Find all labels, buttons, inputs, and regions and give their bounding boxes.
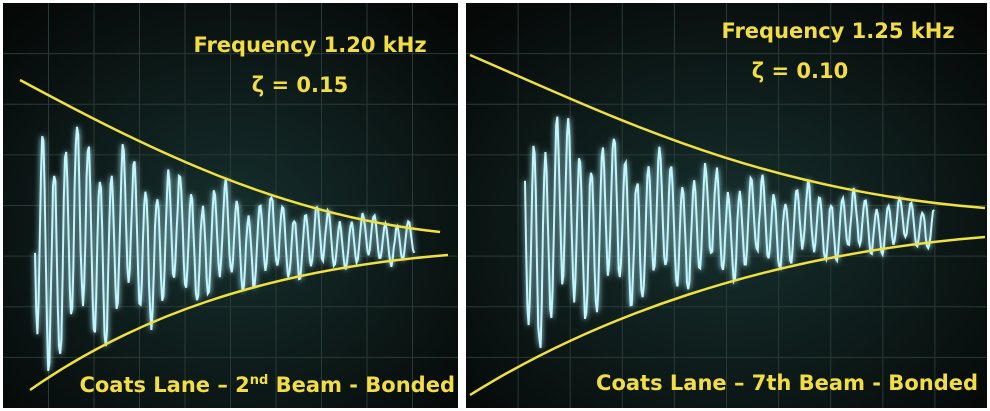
frequency-label: Frequency 1.20 kHz (193, 33, 426, 57)
caption-superscript: nd (250, 373, 269, 388)
damping-label: ζ = 0.10 (752, 59, 848, 83)
frequency-label: Frequency 1.25 kHz (721, 19, 954, 43)
caption: Coats Lane – 7th Beam - Bonded (596, 371, 978, 395)
right-panel: Frequency 1.25 kHz ζ = 0.10 Coats Lane –… (466, 3, 987, 408)
envelope-upper (19, 78, 441, 234)
trace (34, 126, 416, 371)
envelope-upper (469, 53, 986, 210)
caption: Coats Lane – 2nd Beam - Bonded (79, 373, 455, 397)
trace (524, 116, 935, 349)
left-panel: Frequency 1.20 kHz ζ = 0.15 Coats Lane –… (3, 3, 458, 408)
envelope-lower (29, 253, 449, 392)
envelope-lower (469, 235, 986, 397)
caption-suffix: Beam - Bonded (268, 373, 455, 397)
waveform (34, 126, 416, 371)
damping-label: ζ = 0.15 (252, 73, 348, 97)
caption-prefix: Coats Lane – 2 (79, 373, 249, 397)
waveform (524, 116, 935, 349)
